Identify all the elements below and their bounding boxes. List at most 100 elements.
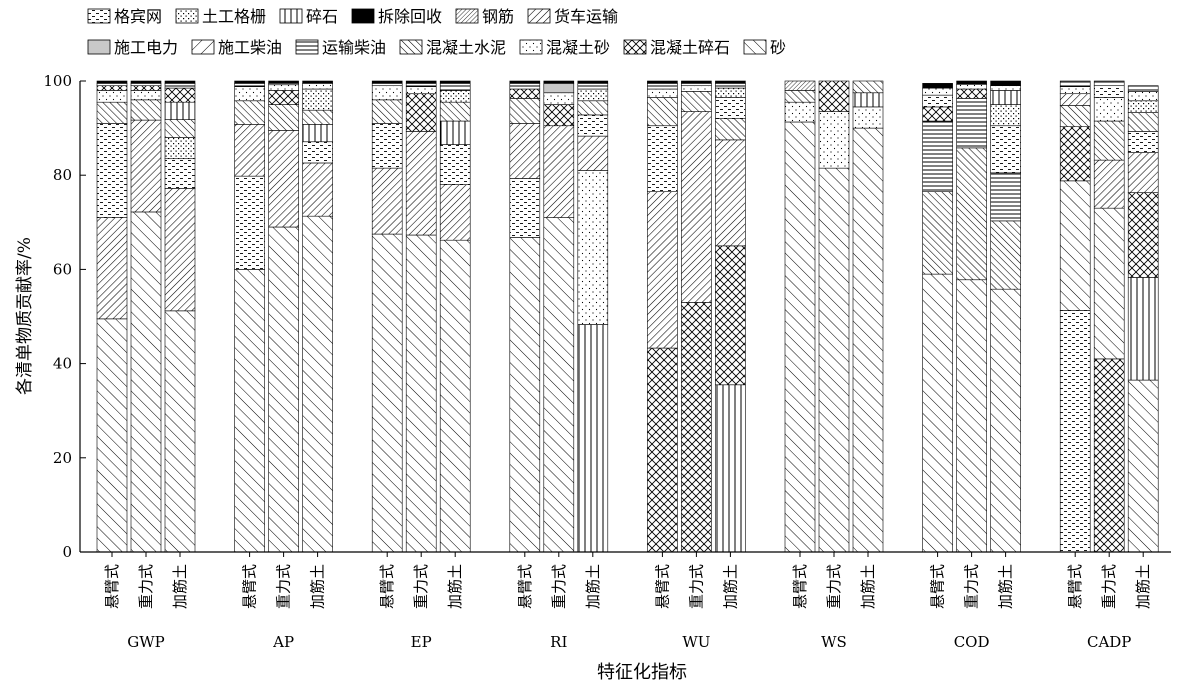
bar-segment-EP-2-tdiesel [439, 83, 471, 91]
bar-segment-RI-1-truck [543, 125, 575, 218]
bar-segment-COD-1-recycle [956, 80, 987, 85]
bar-segment-RI-0-cement [509, 98, 541, 124]
bar-segment-EP-0-gabion [371, 123, 403, 169]
bar-segment-RI-1-csand [543, 92, 575, 105]
x-tick-label-wall-type: 加筋土 [1134, 564, 1152, 609]
bar-segment-WS-2-csand [852, 106, 884, 129]
x-tick-label-wall-type: 加筋土 [997, 564, 1015, 609]
legend-swatch-recycle [351, 8, 375, 24]
bar-segment-RI-1-cgravel [543, 104, 575, 127]
bar-segment-AP-2-geogrid [302, 88, 333, 111]
bar-segment-AP-0-gabion [234, 175, 265, 270]
bar-segment-CADP-0-csand [1059, 86, 1091, 95]
x-tick-label-wall-type: 重力式 [412, 564, 430, 609]
bar-segment-COD-1-tdiesel [956, 98, 987, 149]
bar-segment-RI-2-gabion [577, 114, 609, 137]
bar-segment-AP-2-sand [302, 215, 333, 553]
bar-segment-AP-2-gabion [302, 141, 333, 164]
bar-segment-AP-2-gravel [302, 124, 333, 143]
bar-segment-WU-2-gabion [715, 97, 746, 119]
x-group-label-gwp: GWP [127, 633, 165, 651]
bar-segment-COD-2-gabion [990, 125, 1021, 174]
bar-segment-COD-2-cement [990, 220, 1021, 290]
bar-segment-CADP-0-cement [1059, 105, 1091, 127]
bar-segment-CADP-2-cement [1127, 112, 1159, 132]
x-tick-label-wall-type: 重力式 [687, 564, 705, 609]
legend-label-cement: 混凝土水泥 [426, 38, 506, 57]
bar-segment-CADP-0-truck [1059, 93, 1091, 106]
legend-label-truck: 货车运输 [554, 7, 618, 26]
bar-segment-WU-0-truck [647, 191, 678, 349]
bar-segment-CADP-1-gabion [1093, 85, 1125, 98]
bar-segment-AP-2-csand [302, 83, 333, 90]
bar-segment-EP-0-truck [371, 167, 403, 235]
x-tick-label-wall-type: 悬臂式 [929, 564, 947, 609]
bar-segment-AP-2-cement [302, 109, 333, 125]
bar-segment-WS-0-cement [784, 90, 816, 103]
bar-segment-RI-2-recycle [577, 80, 609, 84]
bar-segment-CADP-1-csand [1093, 97, 1125, 122]
bar-segment-CADP-2-tdiesel [1127, 85, 1159, 92]
bar-segment-GWP-1-sand [130, 211, 162, 553]
bar-segment-WU-0-gabion [647, 125, 678, 192]
bar-segment-EP-0-tdiesel [371, 83, 403, 87]
legend-swatch-rebar [455, 8, 479, 24]
bar-segment-GWP-1-recycle [130, 80, 162, 84]
bar-segment-COD-2-gravel [990, 90, 1021, 105]
bar-segment-RI-2-cement [577, 100, 609, 116]
x-group-label-ri: RI [550, 633, 567, 651]
x-tick-label-wall-type: 重力式 [137, 564, 155, 609]
bar-segment-GWP-1-cgravel [130, 85, 162, 91]
legend-swatch-sand [743, 39, 767, 55]
x-tick-label-wall-type: 重力式 [550, 564, 568, 609]
bar-segment-GWP-0-recycle [96, 80, 128, 84]
bar-segment-AP-2-truck [302, 162, 333, 217]
bar-segment-WS-2-sand [852, 127, 884, 553]
bar-segment-RI-2-truck [577, 135, 609, 171]
bar-segment-AP-0-recycle [234, 80, 265, 84]
bar-segment-AP-0-cement [234, 100, 265, 125]
bar-segment-EP-1-cgravel [405, 93, 437, 132]
bar-segment-WU-1-cement [681, 91, 712, 112]
bar-segment-EP-2-sand [439, 239, 471, 553]
bar-segment-WS-1-sand [818, 167, 850, 553]
bar-segment-CADP-1-sand [1093, 207, 1125, 360]
bar-segment-AP-0-tdiesel [234, 83, 265, 87]
bar-segment-GWP-0-gabion [96, 123, 128, 218]
bar-segment-GWP-0-truck [96, 217, 128, 320]
x-group-label-ap: AP [272, 633, 294, 651]
bar-segment-EP-1-tdiesel [405, 83, 437, 87]
legend-label-tdiesel: 运输柴油 [322, 38, 386, 57]
bar-segment-EP-2-geogrid [439, 90, 471, 103]
bar-segment-GWP-2-recycle [164, 80, 196, 84]
bar-segment-CADP-0-tdiesel [1059, 80, 1091, 87]
legend-swatch-gabion [87, 8, 111, 24]
bar-segment-WS-0-csand [784, 101, 816, 123]
y-tick-label: 40 [53, 355, 72, 373]
bar-segment-RI-0-tdiesel [509, 83, 541, 90]
bar-segment-COD-0-cgravel [922, 106, 953, 122]
bar-segment-CADP-1-truck [1093, 159, 1125, 209]
bar-segment-WU-2-truck [715, 139, 746, 247]
y-axis-label: 各清单物质贡献率/% [15, 237, 35, 395]
y-tick-label: 100 [43, 72, 72, 90]
bar-segment-GWP-0-tdiesel [96, 83, 128, 87]
bar-segment-GWP-2-gravel [164, 101, 196, 120]
legend-label-geogrid: 土工格栅 [202, 7, 266, 26]
bar-segment-CADP-2-truck [1127, 152, 1159, 193]
bar-segment-COD-2-tdiesel [990, 172, 1021, 222]
bar-segment-CADP-1-tdiesel [1093, 80, 1125, 87]
legend-swatch-gravel [279, 8, 303, 24]
bar-segment-AP-2-recycle [302, 80, 333, 84]
x-tick-label-wall-type: 重力式 [963, 564, 981, 609]
bar-segment-GWP-2-gabion [164, 158, 196, 189]
bar-segment-COD-2-sand [990, 288, 1021, 553]
y-tick-label: 0 [62, 543, 72, 561]
bar-segment-WU-2-recycle [715, 80, 746, 84]
bar-segment-CADP-0-cgravel [1059, 126, 1091, 182]
bar-segment-AP-0-csand [234, 86, 265, 102]
bar-segment-WS-0-sand [784, 121, 816, 553]
bar-segment-CADP-2-gabion [1127, 131, 1159, 153]
bar-segment-GWP-0-cement [96, 101, 128, 124]
